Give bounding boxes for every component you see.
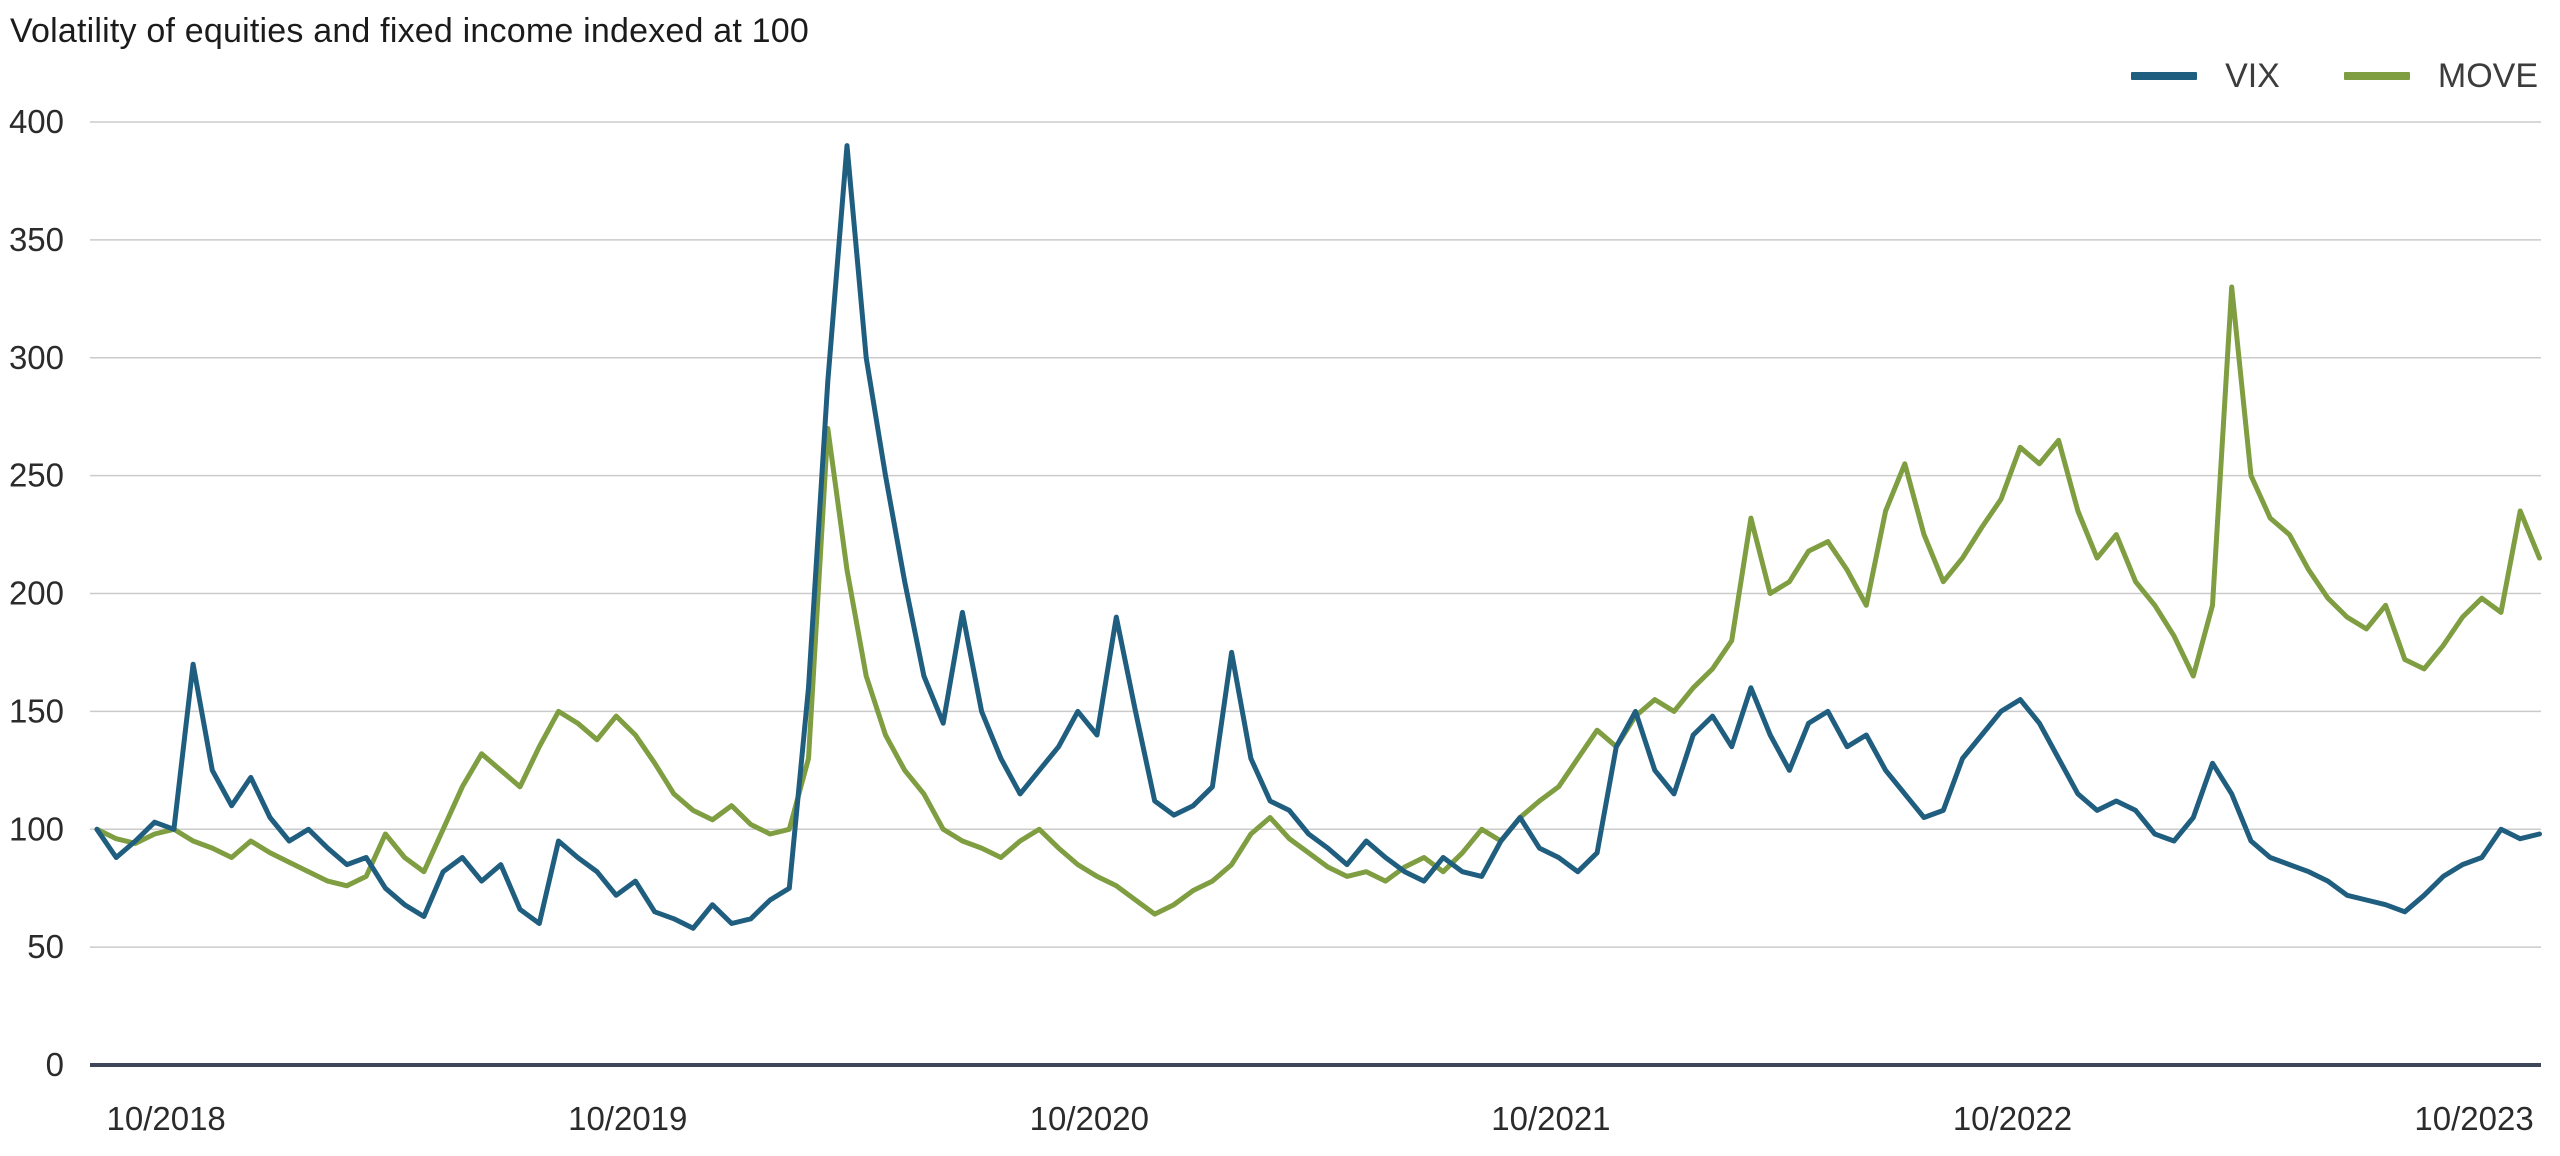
y-tick-label-50: 50: [27, 928, 64, 965]
vix-legend-label: VIX: [2225, 57, 2280, 95]
move-line-swatch: [2343, 72, 2410, 80]
y-tick-label-400: 400: [9, 103, 64, 140]
move-legend-label: MOVE: [2437, 57, 2538, 95]
move-series-line: [94, 284, 2542, 917]
y-tick-label-350: 350: [9, 221, 64, 258]
chart-legend: VIX MOVE: [2131, 56, 2538, 96]
vix-line-swatch: [2131, 72, 2198, 80]
x-tick-label-10-2020: 10/2020: [1030, 1100, 1149, 1137]
y-tick-label-250: 250: [9, 457, 64, 494]
chart-title: Volatility of equities and fixed income …: [10, 12, 809, 50]
x-tick-label-10-2022: 10/2022: [1953, 1100, 2072, 1137]
y-tick-label-150: 150: [9, 692, 64, 729]
y-tick-label-0: 0: [46, 1046, 64, 1083]
legend-item-move: MOVE: [2343, 56, 2538, 96]
vix-series-line: [94, 143, 2542, 931]
y-tick-label-200: 200: [9, 575, 64, 612]
y-tick-label-300: 300: [9, 339, 64, 376]
x-tick-label-10-2018: 10/2018: [107, 1100, 226, 1137]
x-tick-label-10-2023: 10/2023: [2414, 1100, 2533, 1137]
x-tick-label-10-2021: 10/2021: [1491, 1100, 1610, 1137]
legend-item-vix: VIX: [2131, 56, 2280, 96]
x-tick-label-10-2019: 10/2019: [568, 1100, 687, 1137]
y-tick-label-100: 100: [9, 810, 64, 847]
